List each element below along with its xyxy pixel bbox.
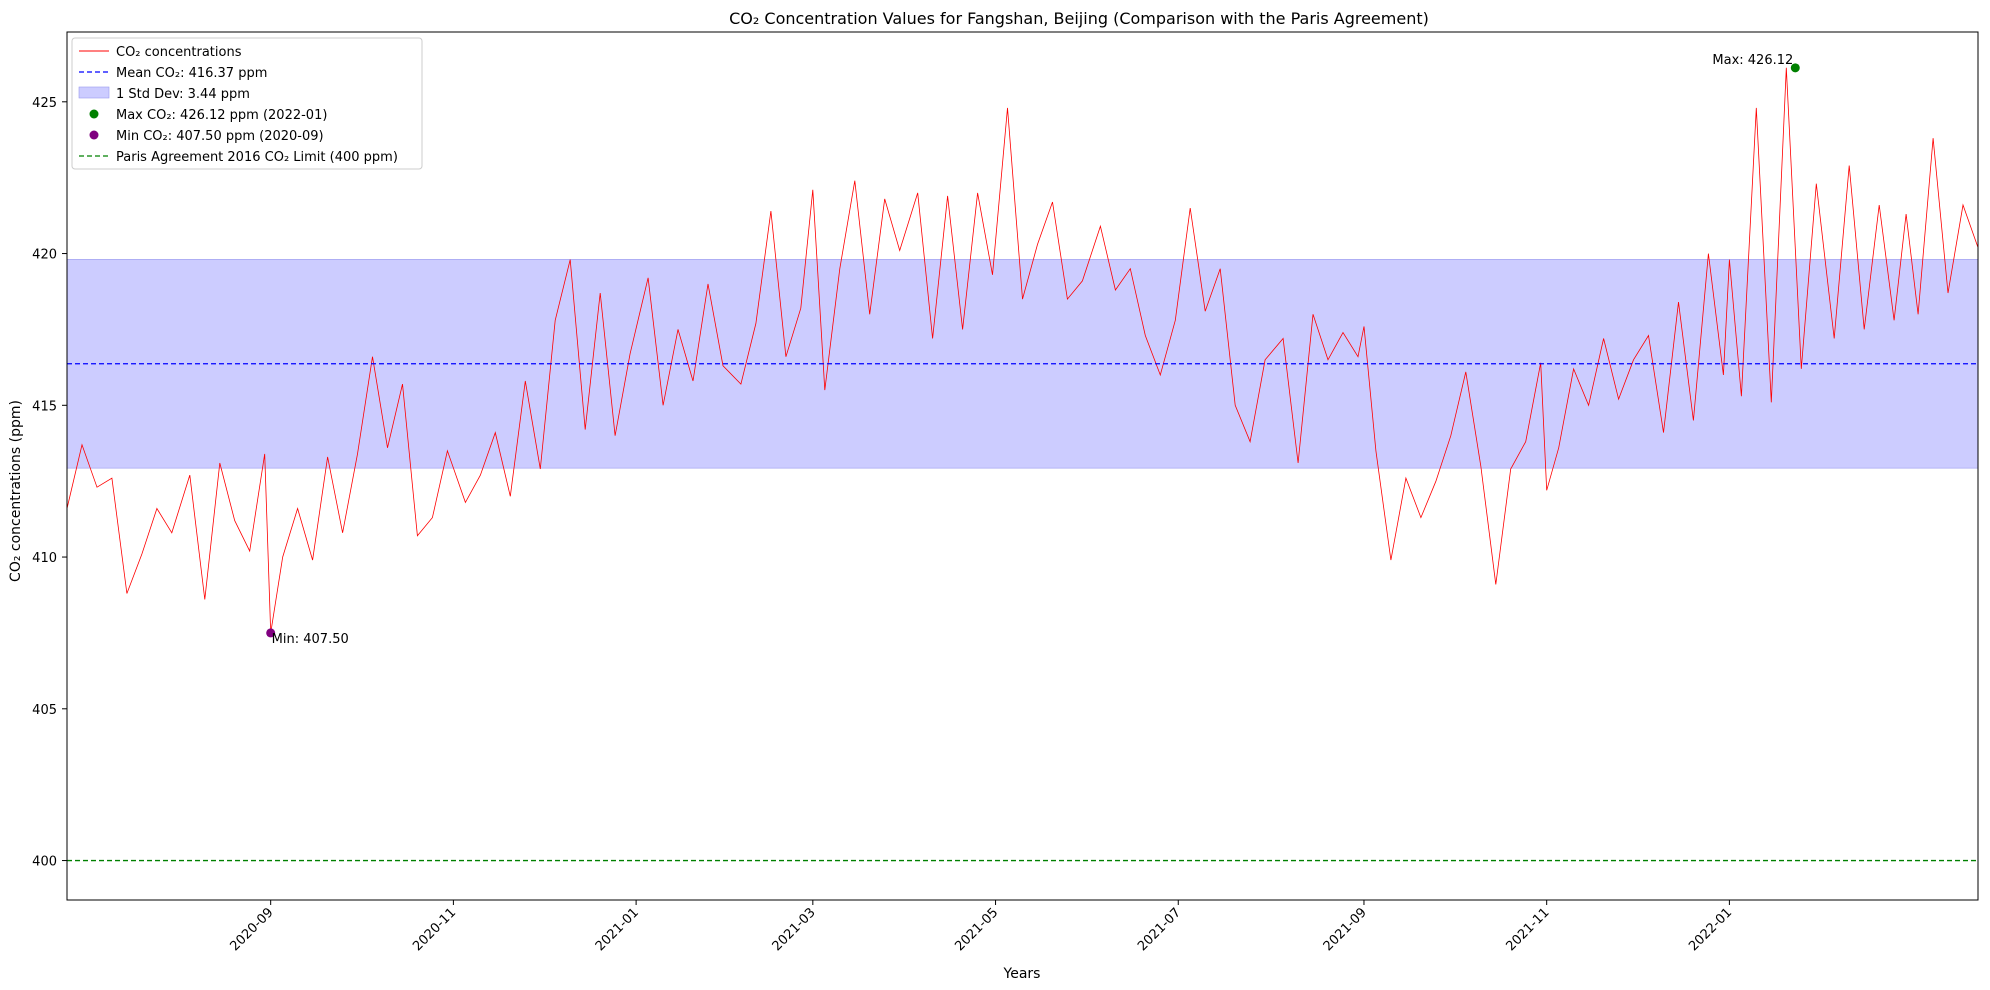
y-tick-label: 400 (32, 855, 57, 870)
legend: CO₂ concentrations Mean CO₂: 416.37 ppm 1 … (71, 37, 423, 170)
y-tick-label: 415 (32, 399, 57, 414)
y-tick-label: 420 (32, 248, 57, 263)
min-point (266, 628, 276, 638)
max-point (1790, 63, 1800, 73)
legend-box (71, 37, 423, 170)
x-tick-label: 2021-01 (593, 905, 642, 954)
legend-label: Min CO₂: 407.50 ppm (2020-09) (116, 129, 324, 144)
plot-frame (66, 31, 1979, 901)
plot-area: Max: 426.12 Min: 407.50 400 405 410 415 420 425… (32, 31, 1979, 954)
legend-label: CO₂ concentrations (116, 45, 242, 60)
x-tick-label: 2020-11 (410, 905, 459, 954)
series-line-co2 (66, 67, 1979, 633)
legend-label: Max CO₂: 426.12 ppm (2022-01) (116, 108, 327, 123)
x-tick-label: 2020-09 (227, 905, 276, 954)
y-tick-label: 425 (32, 96, 57, 111)
x-tick-label: 2021-07 (1135, 905, 1184, 954)
legend-label: Mean CO₂: 416.37 ppm (116, 66, 267, 81)
x-tick-label: 2021-09 (1321, 905, 1370, 954)
x-tick-label: 2021-03 (770, 905, 819, 954)
legend-label: 1 Std Dev: 3.44 ppm (116, 87, 250, 102)
y-axis-label: CO₂ concentrations (ppm) (8, 400, 24, 582)
chart-title: CO₂ Concentration Values for Fangshan, B… (729, 9, 1429, 28)
x-tick-label: 2021-11 (1503, 905, 1552, 954)
y-tick-label: 405 (32, 703, 57, 718)
legend-swatch (89, 130, 99, 140)
x-axis-label: Years (1003, 966, 1041, 982)
x-tick-label: 2021-05 (952, 905, 1001, 954)
x-tick-label: 2022-01 (1686, 905, 1735, 954)
legend-swatch (89, 109, 99, 119)
y-tick-label: 410 (32, 551, 57, 566)
legend-swatch (78, 86, 110, 99)
max-label: Max: 426.12 (1712, 53, 1793, 68)
min-label: Min: 407.50 (272, 632, 349, 647)
legend-label: Paris Agreement 2016 CO₂ Limit (400 ppm) (116, 150, 398, 165)
